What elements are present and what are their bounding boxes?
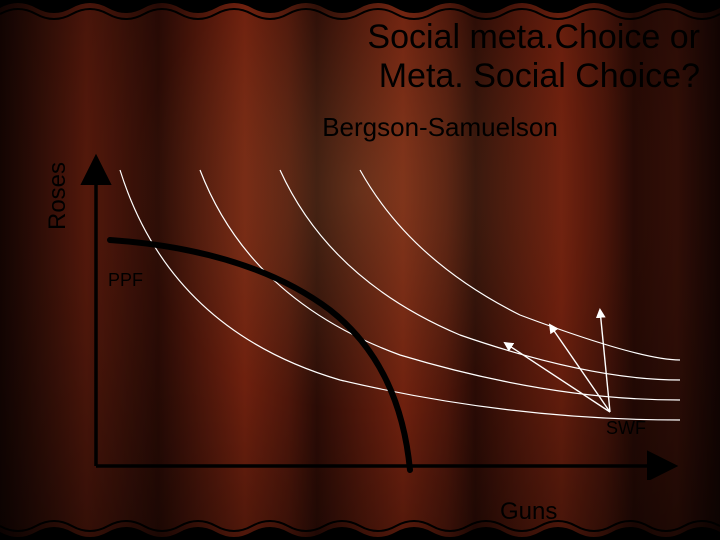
title-line-2: Meta. Social Choice? — [379, 57, 700, 95]
swf-arrow-1 — [505, 343, 610, 412]
x-axis-label: Guns — [500, 498, 557, 526]
title-line-1: Social meta.Choice or — [367, 18, 700, 56]
economics-chart — [80, 150, 680, 480]
swf-curve-2 — [200, 170, 680, 400]
ppf-curve — [110, 240, 410, 470]
slide-subtitle: Bergson-Samuelson — [0, 112, 700, 143]
swf-curve-1 — [120, 170, 680, 420]
y-axis-label: Roses — [44, 162, 72, 230]
slide-title: Social meta.Choice or Meta. Social Choic… — [0, 18, 700, 96]
swf-arrow-2 — [550, 325, 610, 412]
swf-curve-4 — [360, 170, 680, 360]
